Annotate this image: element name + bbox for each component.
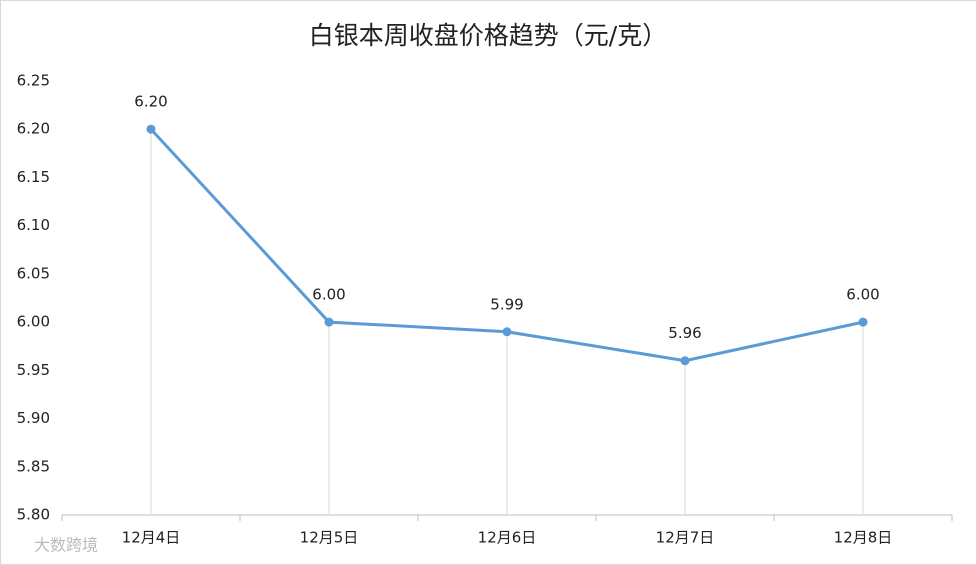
y-tick-label: 5.90 <box>17 409 50 427</box>
point <box>146 124 156 134</box>
y-tick-label: 6.15 <box>17 168 50 186</box>
point <box>502 327 512 337</box>
data-label: 6.00 <box>846 286 879 304</box>
y-tick-label: 6.20 <box>17 120 50 138</box>
point <box>858 317 868 327</box>
y-tick-label: 6.10 <box>17 216 50 234</box>
data-label: 5.96 <box>668 324 701 342</box>
y-tick-label: 5.85 <box>17 457 50 475</box>
x-tick-label: 12月5日 <box>300 529 359 547</box>
x-tick-label: 12月4日 <box>122 529 181 547</box>
data-label: 5.99 <box>490 295 523 313</box>
x-tick-label: 12月8日 <box>834 529 893 547</box>
chart-title: 白银本周收盘价格趋势（元/克） <box>309 21 667 50</box>
y-tick-label: 6.05 <box>17 264 50 282</box>
y-tick-label: 6.00 <box>17 313 50 331</box>
watermark: 大数跨境 <box>34 536 98 555</box>
x-tick-label: 12月6日 <box>478 529 537 547</box>
data-label: 6.20 <box>134 93 167 111</box>
point <box>324 317 334 327</box>
x-tick-label: 12月7日 <box>656 529 715 547</box>
y-tick-label: 6.25 <box>17 72 50 90</box>
y-tick-label: 5.80 <box>17 506 50 524</box>
point <box>680 356 690 366</box>
y-tick-label: 5.95 <box>17 361 50 379</box>
data-label: 6.00 <box>312 286 345 304</box>
